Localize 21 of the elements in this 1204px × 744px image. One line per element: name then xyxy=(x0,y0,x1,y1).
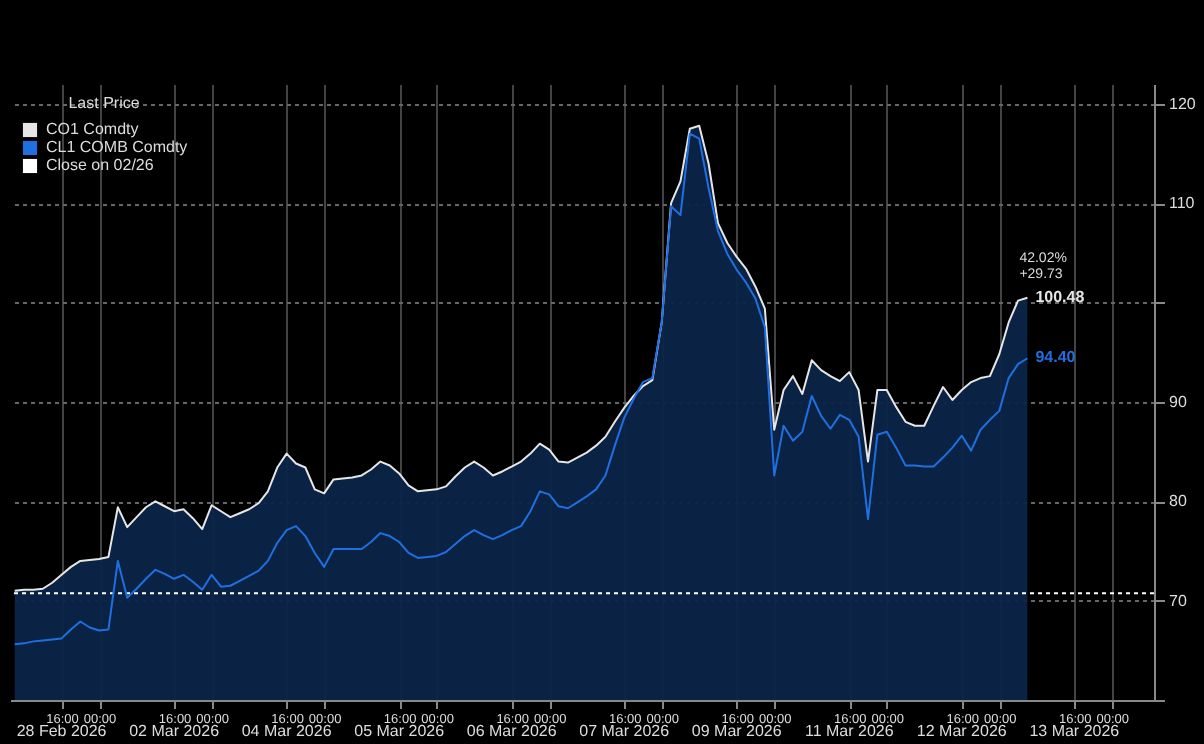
text: 28 Feb 2026 xyxy=(16,722,108,740)
legend-title: Last Price xyxy=(68,94,141,112)
legend-label: CO1 Comdty xyxy=(46,120,139,138)
text: 06 Mar 2026 xyxy=(466,722,558,740)
text: 05 Mar 2026 xyxy=(354,722,446,740)
text: 04 Mar 2026 xyxy=(241,722,333,740)
legend-label: CL1 COMB Comdty xyxy=(46,138,188,156)
text: 13 Mar 2026 xyxy=(1029,722,1121,740)
text: 07 Mar 2026 xyxy=(579,722,671,740)
y-tick-label: 110 xyxy=(1169,194,1196,213)
y-tick-label: 120 xyxy=(1169,94,1197,113)
data-label: 100.48 xyxy=(1035,287,1086,306)
text: 11 Mar 2026 xyxy=(804,722,895,740)
legend-label: Close on 02/26 xyxy=(46,156,155,174)
y-tick-label: 70 xyxy=(1169,591,1188,610)
y-tick-label: 90 xyxy=(1169,392,1188,411)
text: 02 Mar 2026 xyxy=(129,722,221,740)
text: 12 Mar 2026 xyxy=(916,722,1008,740)
text: 09 Mar 2026 xyxy=(691,722,783,740)
data-label: 94.40 xyxy=(1035,348,1077,367)
y-tick-label: 80 xyxy=(1169,492,1188,511)
